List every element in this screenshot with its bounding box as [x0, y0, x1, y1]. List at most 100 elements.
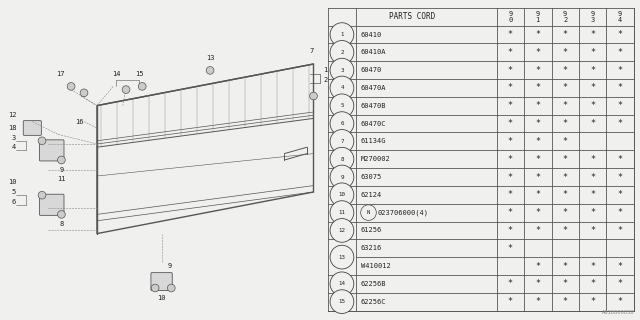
Text: *: * [563, 30, 568, 39]
Text: 9: 9 [60, 167, 63, 172]
Circle shape [80, 89, 88, 97]
Text: *: * [618, 30, 623, 39]
Text: *: * [508, 297, 513, 306]
Text: *: * [535, 119, 540, 128]
Text: *: * [563, 261, 568, 270]
Text: *: * [590, 155, 595, 164]
Text: *: * [508, 30, 513, 39]
Text: *: * [535, 155, 540, 164]
Circle shape [330, 201, 354, 224]
Text: *: * [563, 279, 568, 288]
Text: *: * [618, 48, 623, 57]
Text: 17: 17 [56, 71, 65, 76]
Text: W410012: W410012 [361, 263, 390, 269]
Text: *: * [618, 172, 623, 181]
Text: 16: 16 [76, 119, 84, 124]
Circle shape [330, 165, 354, 189]
Text: *: * [535, 30, 540, 39]
Text: 14: 14 [112, 71, 120, 76]
Circle shape [330, 76, 354, 100]
Text: *: * [535, 84, 540, 92]
Text: *: * [508, 66, 513, 75]
Text: *: * [618, 84, 623, 92]
Text: 9: 9 [508, 11, 513, 17]
Text: 2: 2 [323, 77, 328, 83]
Text: *: * [618, 226, 623, 235]
Text: PARTS CORD: PARTS CORD [389, 12, 435, 21]
Text: *: * [618, 297, 623, 306]
Text: *: * [563, 137, 568, 146]
Circle shape [330, 147, 354, 171]
Text: *: * [590, 172, 595, 181]
Circle shape [38, 137, 46, 145]
Text: 7: 7 [340, 139, 344, 144]
Text: 62256B: 62256B [361, 281, 386, 287]
Text: 13: 13 [206, 55, 214, 60]
Text: 61256: 61256 [361, 228, 382, 233]
Text: *: * [590, 48, 595, 57]
Text: 60470: 60470 [361, 67, 382, 73]
Text: 9: 9 [340, 174, 344, 180]
Text: *: * [618, 261, 623, 270]
Text: *: * [535, 137, 540, 146]
Text: *: * [590, 297, 595, 306]
Circle shape [58, 211, 65, 218]
Text: *: * [535, 66, 540, 75]
Text: *: * [563, 208, 568, 217]
Text: *: * [535, 297, 540, 306]
Text: 60470A: 60470A [361, 85, 386, 91]
Text: 9: 9 [618, 11, 622, 17]
Text: *: * [590, 84, 595, 92]
Text: 1: 1 [340, 32, 344, 37]
Text: 10: 10 [8, 180, 16, 185]
Circle shape [206, 67, 214, 74]
Text: 60470B: 60470B [361, 103, 386, 109]
Text: 15: 15 [135, 71, 143, 76]
Text: 0: 0 [508, 17, 513, 23]
FancyBboxPatch shape [40, 140, 64, 161]
Circle shape [122, 86, 130, 93]
Text: 14: 14 [339, 281, 346, 286]
Text: *: * [563, 190, 568, 199]
Circle shape [330, 183, 354, 207]
Text: *: * [535, 279, 540, 288]
Text: *: * [590, 208, 595, 217]
Circle shape [138, 83, 146, 90]
Text: 3: 3 [12, 135, 16, 140]
Circle shape [330, 94, 354, 118]
Text: *: * [535, 101, 540, 110]
Text: 11: 11 [57, 176, 66, 182]
Text: 60410A: 60410A [361, 49, 386, 55]
Text: 12: 12 [339, 228, 346, 233]
Text: 9: 9 [536, 11, 540, 17]
Text: *: * [508, 190, 513, 199]
Text: *: * [535, 208, 540, 217]
Text: *: * [535, 261, 540, 270]
Text: *: * [563, 84, 568, 92]
Text: *: * [563, 66, 568, 75]
Circle shape [151, 284, 159, 292]
Text: 11: 11 [339, 210, 346, 215]
Text: 5: 5 [12, 189, 16, 195]
Circle shape [330, 58, 354, 82]
Circle shape [330, 290, 354, 314]
Text: *: * [508, 208, 513, 217]
Text: 13: 13 [339, 255, 346, 260]
Text: *: * [618, 119, 623, 128]
Circle shape [330, 219, 354, 242]
Text: 2: 2 [563, 17, 568, 23]
Text: 3: 3 [591, 17, 595, 23]
Text: 10: 10 [339, 192, 346, 197]
Text: *: * [590, 190, 595, 199]
Text: *: * [508, 226, 513, 235]
Text: *: * [535, 48, 540, 57]
Circle shape [67, 83, 75, 90]
Text: *: * [590, 66, 595, 75]
Text: 9: 9 [563, 11, 568, 17]
Text: *: * [563, 226, 568, 235]
Text: 15: 15 [339, 299, 346, 304]
Text: *: * [563, 297, 568, 306]
Text: 4: 4 [12, 144, 16, 150]
Text: *: * [508, 137, 513, 146]
Text: 023706000(4): 023706000(4) [378, 209, 429, 216]
